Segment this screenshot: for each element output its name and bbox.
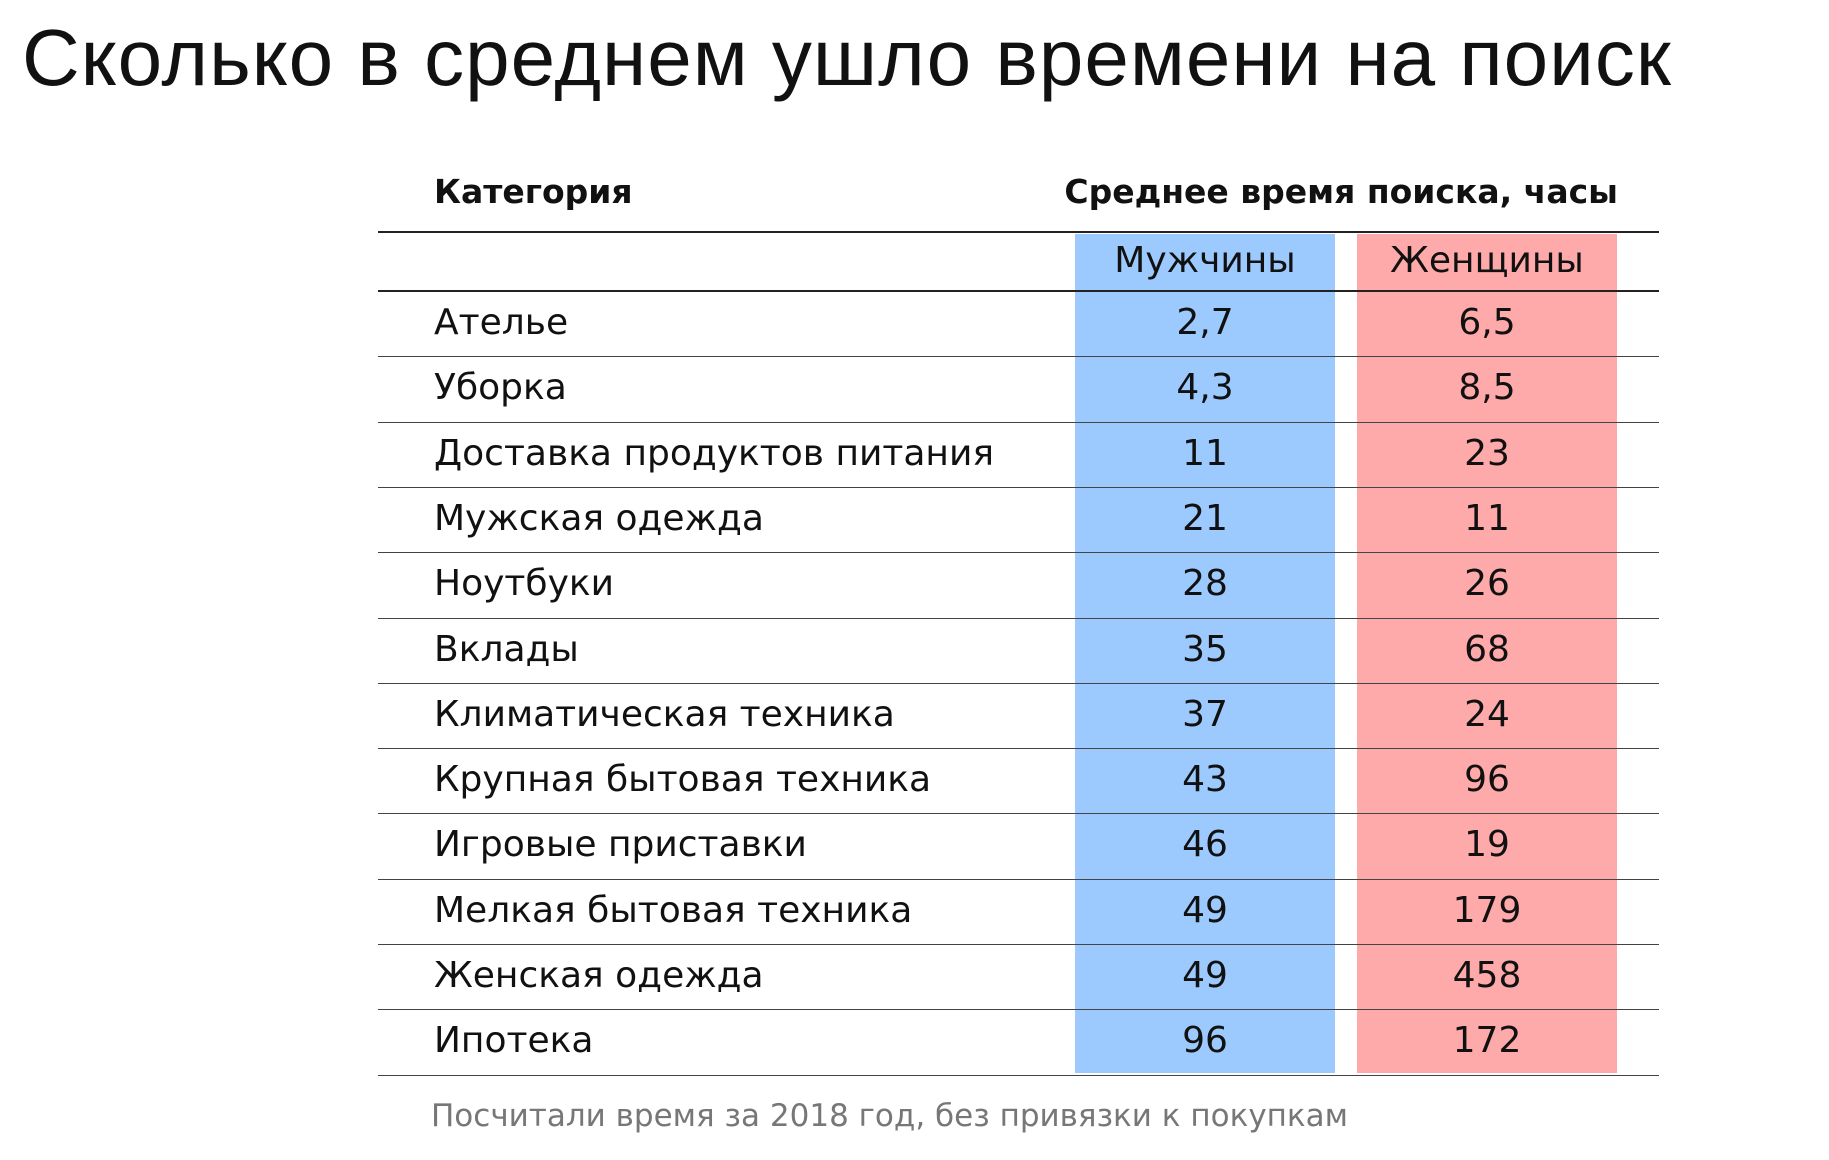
value: 96 bbox=[1464, 759, 1510, 801]
value: 49 bbox=[1182, 955, 1228, 996]
value: 96 bbox=[1182, 1020, 1228, 1062]
row-rule bbox=[378, 944, 1659, 945]
category: Ателье bbox=[434, 302, 569, 343]
category: Мелкая бытовая техника bbox=[434, 889, 913, 931]
row-rule bbox=[378, 421, 1659, 423]
value: 43 bbox=[1182, 759, 1228, 801]
row-rule bbox=[378, 1074, 1659, 1076]
value: 24 bbox=[1464, 693, 1510, 735]
category: Вклады bbox=[434, 628, 579, 670]
value: 11 bbox=[1464, 497, 1510, 539]
value: 46 bbox=[1182, 824, 1228, 866]
title: Сколько в среднем ушло времени на поиск bbox=[22, 13, 1672, 102]
row-rule bbox=[378, 748, 1659, 750]
category: Ноутбуки bbox=[434, 563, 615, 605]
column-header: Среднее время поиска, часы bbox=[1064, 172, 1618, 211]
value: 6,5 bbox=[1458, 302, 1516, 343]
category: Игровые приставки bbox=[434, 824, 807, 866]
value: 68 bbox=[1464, 628, 1510, 670]
value: 4,3 bbox=[1176, 367, 1234, 409]
value: 458 bbox=[1452, 955, 1522, 996]
value: 26 bbox=[1464, 563, 1510, 605]
value: 37 bbox=[1182, 693, 1228, 735]
footnote: Посчитали время за 2018 год, без привязк… bbox=[431, 1098, 1349, 1134]
value: 179 bbox=[1452, 889, 1522, 931]
rule bbox=[378, 290, 1659, 292]
category: Женская одежда bbox=[434, 955, 764, 996]
value: 8,5 bbox=[1458, 367, 1516, 409]
value: 49 bbox=[1182, 889, 1228, 931]
value: 21 bbox=[1182, 497, 1228, 539]
category: Крупная бытовая техника bbox=[434, 759, 932, 801]
category: Уборка bbox=[434, 367, 567, 409]
row-rule bbox=[378, 356, 1659, 358]
row-rule bbox=[378, 617, 1659, 619]
subheader: Мужчины bbox=[1114, 240, 1296, 281]
row-rule bbox=[378, 682, 1659, 684]
value: 2,7 bbox=[1176, 302, 1234, 343]
column-header: Категория bbox=[434, 172, 633, 211]
value: 28 bbox=[1182, 563, 1228, 605]
category: Климатическая техника bbox=[434, 693, 895, 735]
category: Мужская одежда bbox=[434, 497, 764, 539]
row-rule bbox=[378, 486, 1659, 488]
category: Доставка продуктов питания bbox=[434, 432, 995, 474]
value: 19 bbox=[1464, 824, 1510, 866]
category: Ипотека bbox=[434, 1020, 594, 1062]
subheader: Женщины bbox=[1390, 240, 1584, 281]
men-column bbox=[1075, 234, 1335, 1073]
value: 35 bbox=[1182, 628, 1228, 670]
value: 172 bbox=[1452, 1020, 1522, 1062]
row-rule bbox=[378, 878, 1659, 880]
row-rule bbox=[378, 552, 1659, 554]
row-rule bbox=[378, 813, 1659, 815]
value: 23 bbox=[1464, 432, 1510, 474]
row-rule bbox=[378, 1009, 1659, 1011]
rule bbox=[378, 231, 1659, 233]
value: 11 bbox=[1182, 432, 1228, 474]
women-column bbox=[1357, 234, 1617, 1073]
